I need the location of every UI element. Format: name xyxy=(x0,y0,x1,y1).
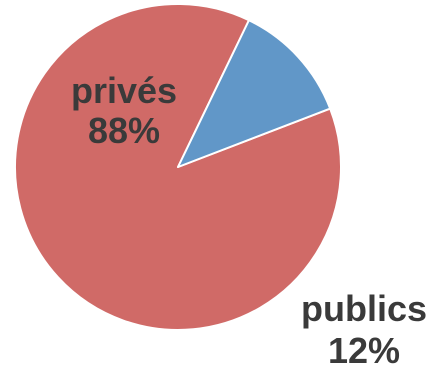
slice-label-prives-name: privés xyxy=(71,70,177,111)
label-publics: publics 12% xyxy=(301,288,427,368)
pie-slice-publics xyxy=(177,19,332,168)
label-prives: privés 88% xyxy=(71,70,177,151)
slice-label-publics-name: publics xyxy=(301,288,427,329)
slice-label-publics-percent: 12% xyxy=(328,330,400,368)
pie-slices xyxy=(14,3,342,331)
slice-label-prives-percent: 88% xyxy=(88,110,160,151)
